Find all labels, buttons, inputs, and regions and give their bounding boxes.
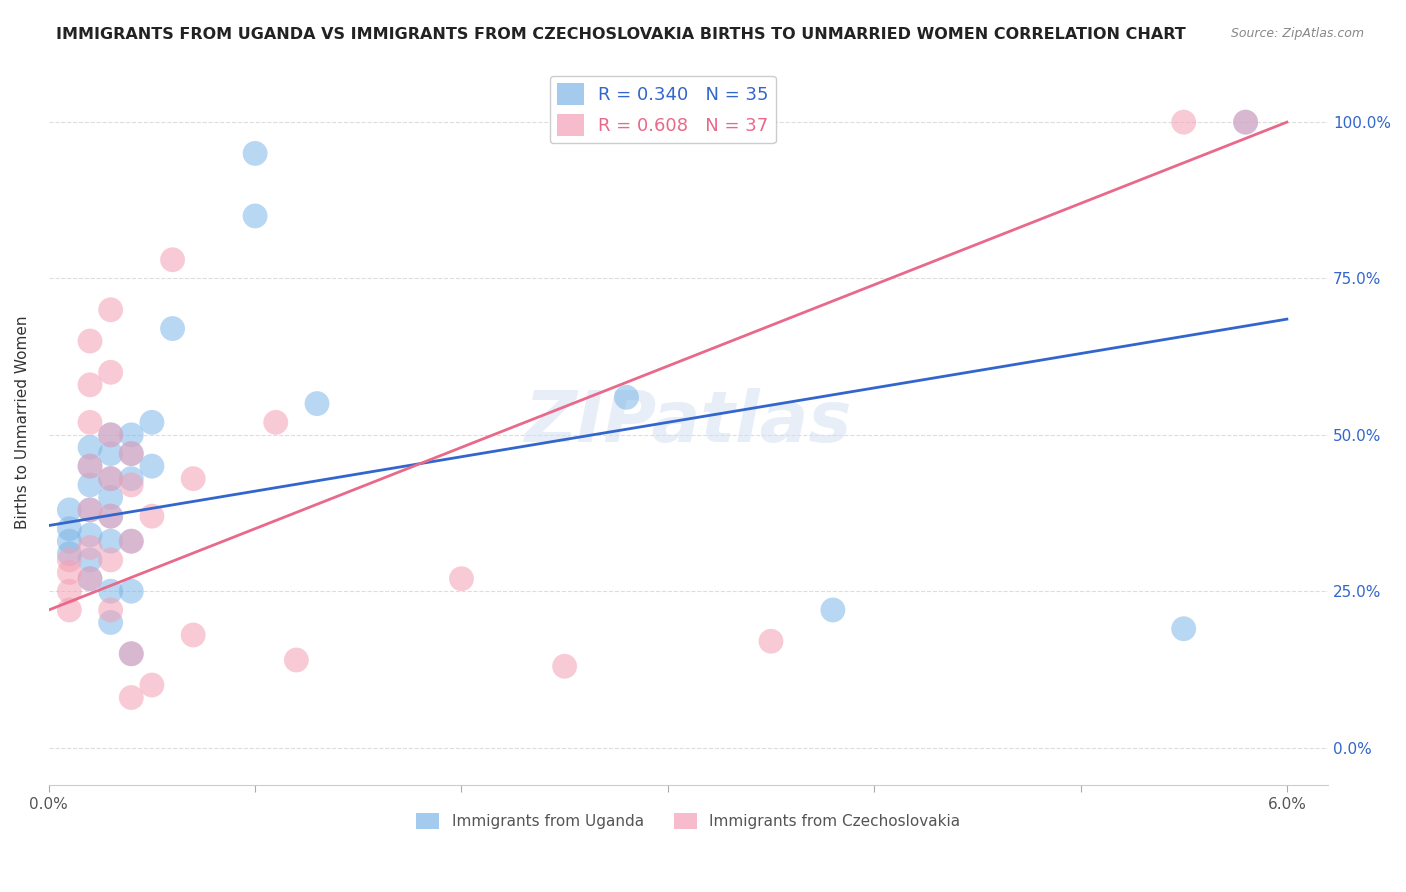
Point [79, 503, 101, 517]
Point [162, 252, 184, 267]
Point [1234, 115, 1257, 129]
Point [79, 503, 101, 517]
Point [79, 572, 101, 586]
Point [554, 659, 576, 673]
Point [285, 653, 308, 667]
Point [243, 146, 266, 161]
Point [1173, 115, 1195, 129]
Point [58, 522, 80, 536]
Point [264, 415, 287, 429]
Point [58, 584, 80, 599]
Point [58, 603, 80, 617]
Point [79, 478, 101, 492]
Point [79, 415, 101, 429]
Point [79, 528, 101, 542]
Point [141, 509, 163, 524]
Point [120, 647, 142, 661]
Point [100, 584, 122, 599]
Point [120, 447, 142, 461]
Point [58, 503, 80, 517]
Point [1234, 115, 1257, 129]
Point [58, 553, 80, 567]
Point [1173, 622, 1195, 636]
Point [450, 572, 472, 586]
Y-axis label: Births to Unmarried Women: Births to Unmarried Women [15, 316, 30, 529]
Legend: Immigrants from Uganda, Immigrants from Czechoslovakia: Immigrants from Uganda, Immigrants from … [411, 807, 966, 836]
Point [100, 603, 122, 617]
Point [100, 509, 122, 524]
Point [79, 441, 101, 455]
Point [141, 415, 163, 429]
Point [100, 509, 122, 524]
Point [79, 553, 101, 567]
Point [100, 447, 122, 461]
Point [759, 634, 782, 648]
Point [79, 459, 101, 474]
Point [100, 428, 122, 442]
Point [79, 377, 101, 392]
Point [120, 472, 142, 486]
Point [79, 459, 101, 474]
Point [616, 390, 638, 404]
Point [120, 534, 142, 549]
Point [100, 534, 122, 549]
Point [100, 365, 122, 379]
Point [120, 534, 142, 549]
Point [120, 647, 142, 661]
Point [120, 428, 142, 442]
Point [58, 547, 80, 561]
Point [141, 678, 163, 692]
Text: Source: ZipAtlas.com: Source: ZipAtlas.com [1230, 27, 1364, 40]
Point [120, 447, 142, 461]
Point [243, 209, 266, 223]
Point [305, 396, 328, 410]
Point [657, 115, 679, 129]
Point [821, 603, 844, 617]
Point [100, 491, 122, 505]
Point [79, 334, 101, 348]
Point [120, 584, 142, 599]
Point [141, 459, 163, 474]
Point [162, 321, 184, 335]
Point [100, 472, 122, 486]
Point [100, 615, 122, 630]
Point [181, 472, 204, 486]
Point [181, 628, 204, 642]
Point [100, 553, 122, 567]
Point [100, 472, 122, 486]
Text: ZIPatlas: ZIPatlas [524, 388, 852, 457]
Point [58, 566, 80, 580]
Point [120, 690, 142, 705]
Point [100, 428, 122, 442]
Point [100, 302, 122, 317]
Point [120, 478, 142, 492]
Point [58, 534, 80, 549]
Text: IMMIGRANTS FROM UGANDA VS IMMIGRANTS FROM CZECHOSLOVAKIA BIRTHS TO UNMARRIED WOM: IMMIGRANTS FROM UGANDA VS IMMIGRANTS FRO… [56, 27, 1187, 42]
Point [79, 541, 101, 555]
Point [79, 572, 101, 586]
